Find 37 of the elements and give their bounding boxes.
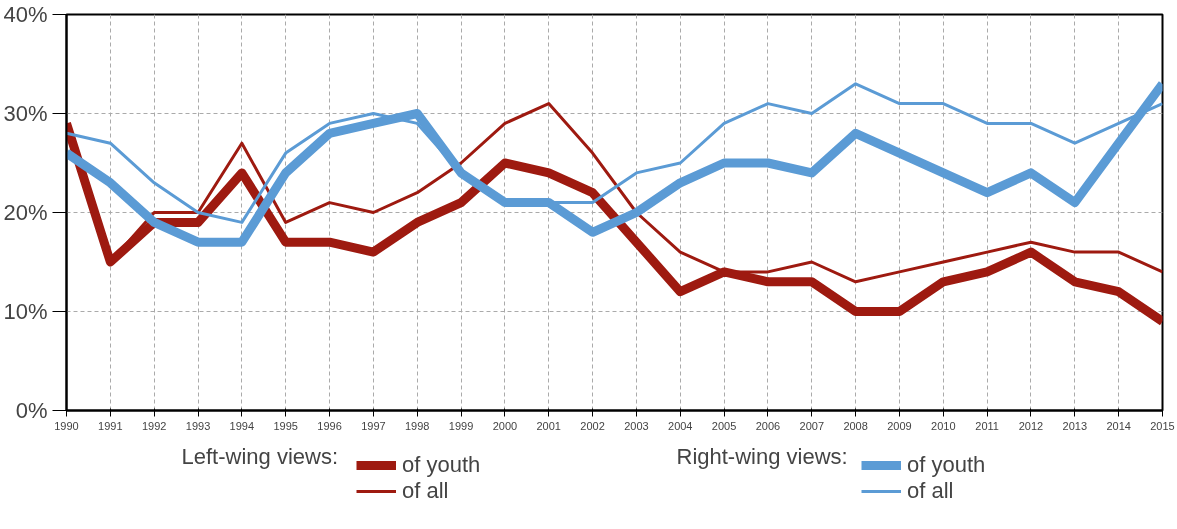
x-tick-label: 1990: [54, 419, 79, 432]
x-tick-label: 2007: [799, 419, 825, 432]
text: Right-wing views:: [676, 444, 848, 469]
text: Left-wing views:: [181, 444, 339, 469]
legend-label: of youth: [907, 452, 986, 478]
legend-label: of youth: [402, 452, 481, 478]
x-tick-label: 2010: [931, 419, 956, 432]
x-tick-label: 1997: [361, 419, 386, 432]
x-tick-label: 2013: [1062, 419, 1088, 432]
x-tick-label: 2008: [843, 419, 868, 432]
x-tick-label: 2009: [887, 419, 912, 432]
x-tick-label: 2002: [580, 419, 605, 432]
x-tick-label: 1999: [448, 419, 474, 432]
x-tick-label: 1996: [317, 419, 342, 432]
x-tick-label: 2001: [536, 419, 561, 432]
x-tick-label: 2003: [624, 419, 649, 432]
y-tick-label: 20%: [3, 200, 48, 225]
legend-label: of all: [907, 478, 954, 504]
x-tick-label: 1993: [185, 419, 211, 432]
x-tick-label: 2012: [1018, 419, 1044, 432]
x-tick-label: 2015: [1150, 419, 1175, 432]
x-tick-label: 1994: [229, 419, 255, 432]
y-tick-label: 0%: [15, 398, 48, 423]
x-tick-label: 2006: [755, 419, 781, 432]
y-tick-label: 10%: [3, 299, 48, 324]
x-tick-label: 1992: [141, 419, 167, 432]
y-tick-label: 30%: [3, 101, 48, 126]
y-tick-label: 40%: [3, 2, 48, 27]
x-tick-label: 1998: [404, 419, 430, 432]
x-tick-label: 1991: [98, 419, 123, 432]
x-tick-label: 2014: [1106, 419, 1131, 432]
x-tick-label: 2000: [492, 419, 518, 432]
x-tick-label: 2011: [975, 419, 999, 432]
x-tick-label: 2005: [711, 419, 737, 432]
legend-label: of all: [402, 478, 449, 504]
x-tick-label: 1995: [273, 419, 298, 432]
x-tick-label: 2004: [668, 419, 693, 432]
